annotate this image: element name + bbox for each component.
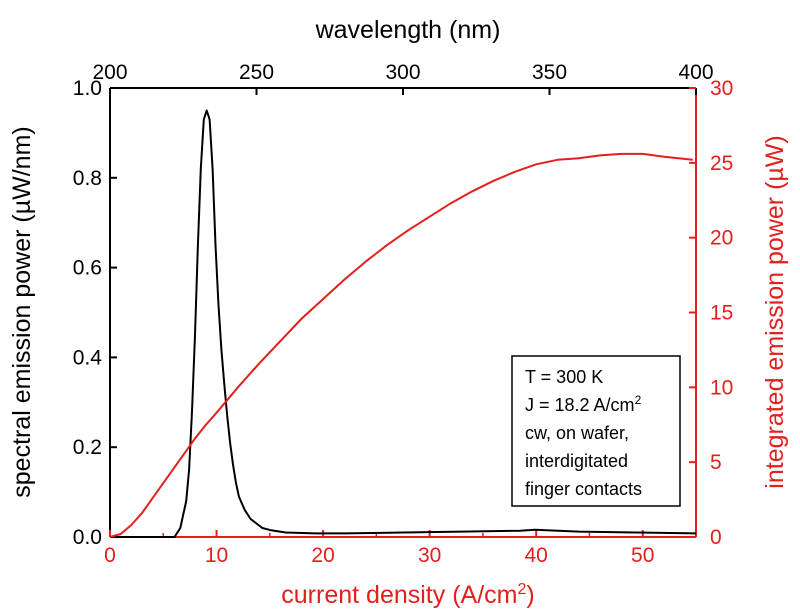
bottom-axis-tick-label: 20 [311, 544, 334, 567]
left-axis-tick-label: 0.6 [73, 257, 102, 280]
annotation-frame [511, 355, 681, 507]
left-axis-tick-label: 0.8 [73, 167, 102, 190]
bottom-axis-title-end: ) [526, 581, 534, 609]
spectral-emission-line [110, 109, 697, 538]
annotation-line-3: cw, on wafer, [525, 423, 629, 443]
right-axis-tick-label: 30 [710, 77, 733, 100]
annotation-line-5: finger contacts [525, 479, 642, 499]
right-axis-tick-label: 20 [710, 227, 733, 250]
integrated-emission-line [109, 152, 693, 538]
bottom-axis-title-main: current density (A/cm [281, 581, 517, 609]
top-axis-tick-label: 200 [92, 61, 127, 84]
top-axis-tick-label: 300 [385, 61, 420, 84]
annotation-line-4: interdigitated [525, 451, 628, 471]
top-axis-tick-label: 400 [678, 61, 713, 84]
top-axis-title: wavelength (nm) [315, 16, 501, 44]
left-axis-title: spectral emission power (µW/nm) [8, 126, 36, 497]
bottom-axis-tick-label: 10 [205, 544, 228, 567]
annotation-line-2: J = 18.2 A/cm2 [525, 393, 642, 415]
right-axis-tick-label: 5 [710, 451, 722, 474]
left-axis-tick-label: 0.0 [73, 526, 102, 549]
right-axis-tick-label: 25 [710, 152, 733, 175]
annotation-line-1: T = 300 K [525, 367, 603, 387]
series-lines [109, 109, 697, 538]
right-axis-title: integrated emission power (µW) [761, 135, 789, 488]
bottom-axis-tick-label: 0 [104, 544, 116, 567]
top-axis-tick-label: 250 [239, 61, 274, 84]
left-axis-tick-label: 0.4 [73, 346, 103, 369]
bottom-axis-title: current density (A/cm2) [281, 581, 534, 609]
top-axis-tick-label: 350 [532, 61, 567, 84]
right-axis-tick-label: 15 [710, 302, 733, 325]
right-axis-tick-label: 0 [710, 526, 722, 549]
right-axis-tick-label: 10 [710, 376, 733, 399]
bottom-axis-tick-label: 50 [631, 544, 654, 567]
annotation-line-2-main: J = 18.2 A/cm [525, 395, 635, 415]
bottom-axis-tick-label: 30 [418, 544, 441, 567]
annotation-box: T = 300 K J = 18.2 A/cm2 cw, on wafer, i… [511, 355, 681, 507]
left-axis-tick-label: 1.0 [73, 77, 102, 100]
left-axis-tick-label: 0.2 [73, 436, 102, 459]
bottom-axis-title-sup: 2 [517, 581, 526, 598]
annotation-line-2-sup: 2 [635, 393, 642, 407]
bottom-axis-tick-label: 40 [525, 544, 548, 567]
